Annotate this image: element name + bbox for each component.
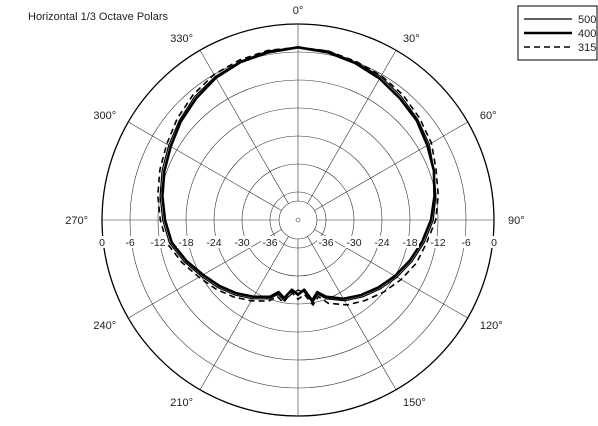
radial-label-bg [317, 236, 335, 248]
polar-grid [101, 23, 495, 417]
radial-label-right-0: 0 [491, 237, 497, 249]
angle-label-210: 210° [170, 397, 193, 409]
legend-label-400: 400 [578, 28, 596, 40]
grid-spoke-30 [307, 50, 397, 204]
legend-label-315: 315 [578, 42, 596, 54]
radial-label-left-5: -30 [234, 237, 249, 249]
radial-label-left-4: -24 [206, 237, 221, 249]
radial-label-bg [177, 236, 195, 248]
grid-spoke-120 [314, 229, 468, 319]
grid-spoke-210 [199, 236, 289, 390]
radial-label-left-6: -36 [262, 237, 277, 249]
radial-label-left-3: -18 [178, 237, 193, 249]
grid-spoke-300 [128, 121, 282, 211]
radial-label-bg [429, 236, 447, 248]
grid-ring-center [278, 200, 318, 240]
radial-label-bg [93, 236, 111, 248]
radial-label-right-3: -18 [402, 237, 417, 249]
radial-label-bg [373, 236, 391, 248]
radial-label-left-0: 0 [99, 237, 105, 249]
series-line-400 [161, 46, 436, 302]
center-dot [295, 217, 301, 223]
legend: 500 400 315 [517, 5, 598, 61]
grid-spoke-330 [199, 50, 289, 204]
chart-title: Horizontal 1/3 Octave Polars [28, 11, 169, 23]
tick-labels: 0°30°60°90°120°150°180°210°240°270°300°3… [65, 5, 525, 426]
radial-label-bg [121, 236, 139, 248]
angle-label-90: 90° [508, 215, 525, 227]
grid-spoke-150 [307, 236, 397, 390]
angle-label-30: 30° [403, 33, 420, 45]
angle-label-240: 240° [93, 320, 116, 332]
grid-spoke-240 [128, 229, 282, 319]
angle-label-120: 120° [480, 320, 503, 332]
radial-label-right-2: -12 [430, 237, 445, 249]
series-line-315 [157, 46, 439, 306]
legend-label-500: 500 [578, 14, 596, 26]
radial-label-bg [261, 236, 279, 248]
radial-label-right-5: -30 [346, 237, 361, 249]
radial-label-left-2: -12 [150, 237, 165, 249]
angle-label-300: 300° [93, 110, 116, 122]
radial-label-bg [345, 236, 363, 248]
radial-label-bg [401, 236, 419, 248]
series-layer [157, 46, 439, 306]
radial-label-bg [149, 236, 167, 248]
grid-spoke-60 [314, 121, 468, 211]
radial-label-bg [205, 236, 223, 248]
radial-label-right-1: -6 [461, 237, 470, 249]
angle-label-330: 330° [170, 33, 193, 45]
angle-label-60: 60° [480, 110, 497, 122]
radial-label-bg [457, 236, 475, 248]
radial-label-bg [485, 236, 503, 248]
radial-label-bg [233, 236, 251, 248]
radial-label-left-1: -6 [125, 237, 134, 249]
angle-label-270: 270° [65, 215, 88, 227]
angle-label-0: 0° [293, 5, 304, 17]
radial-label-right-6: -36 [318, 237, 333, 249]
angle-label-150: 150° [403, 397, 426, 409]
radial-label-right-4: -24 [374, 237, 389, 249]
